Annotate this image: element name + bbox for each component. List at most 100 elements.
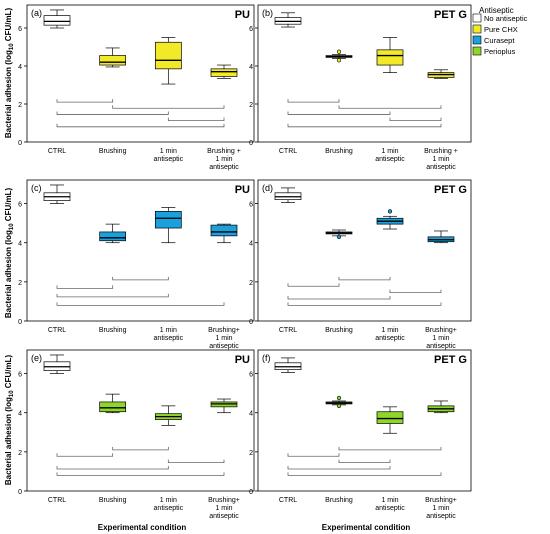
x-tick-label-line: CTRL bbox=[279, 497, 297, 504]
outlier-point bbox=[336, 58, 342, 63]
box-3 bbox=[376, 37, 404, 74]
significance-bracket bbox=[389, 289, 442, 294]
x-tick-label-line: antiseptic bbox=[154, 156, 184, 163]
x-tick-label: Brushing+ 1 min antiseptic bbox=[208, 497, 240, 520]
box-2 bbox=[325, 229, 353, 239]
box-1 bbox=[43, 184, 71, 204]
y-axis-label-subscript: 10 bbox=[9, 43, 15, 50]
y-axis-label-text: Bacterial adhesion (log bbox=[4, 50, 13, 138]
x-tick-label: Brushing+ 1 min antiseptic bbox=[208, 327, 240, 350]
x-tick-label: CTRL bbox=[48, 148, 66, 155]
x-tick-label-line: 1 min bbox=[160, 148, 177, 155]
x-tick-label-line: antiseptic bbox=[426, 343, 456, 350]
x-tick-label: 1 min antiseptic bbox=[375, 497, 405, 512]
x-tick-label: Brushing bbox=[325, 497, 353, 504]
legend-entry-label: Pure CHX bbox=[484, 25, 518, 34]
x-tick-label: CTRL bbox=[279, 327, 297, 334]
x-tick-label-line: antiseptic bbox=[209, 513, 239, 520]
significance-bracket bbox=[56, 111, 169, 115]
material-label: PU bbox=[235, 354, 250, 366]
legend-entry-label: No antiseptic bbox=[484, 14, 528, 23]
box-iqr bbox=[154, 41, 182, 70]
y-tick-label: 4 bbox=[249, 64, 253, 71]
x-tick-label-line: CTRL bbox=[48, 497, 66, 504]
significance-bracket bbox=[287, 302, 442, 306]
x-tick-label-line: Brushing + bbox=[424, 148, 458, 155]
box-iqr bbox=[376, 49, 404, 66]
y-axis-label-text: CFU/mL) bbox=[4, 8, 13, 44]
outlier-point bbox=[336, 395, 342, 401]
x-tick-label-line: Brushing+ bbox=[425, 497, 457, 504]
plot-frame bbox=[257, 179, 472, 322]
significance-bracket bbox=[287, 99, 340, 103]
x-tick-label: Brushing bbox=[99, 497, 127, 504]
y-axis-label-text: CFU/mL) bbox=[4, 355, 13, 391]
x-tick-label-line: 1 min bbox=[215, 505, 232, 512]
significance-bracket bbox=[56, 123, 225, 128]
x-tick-label-line: antiseptic bbox=[209, 164, 239, 171]
x-tick-label: Brushing bbox=[99, 327, 127, 334]
box-2 bbox=[325, 395, 353, 408]
x-tick-label-line: 1 min bbox=[160, 327, 177, 334]
panel-label: (a) bbox=[31, 8, 42, 18]
outlier-point bbox=[387, 209, 393, 214]
y-tick-label: 0 bbox=[249, 319, 253, 326]
significance-bracket bbox=[287, 465, 391, 470]
x-tick-label-line: CTRL bbox=[48, 148, 66, 155]
x-tick-label-line: 1 min bbox=[432, 335, 449, 342]
x-tick-label-line: 1 min bbox=[432, 505, 449, 512]
y-tick-label: 4 bbox=[18, 64, 22, 71]
significance-bracket bbox=[287, 111, 391, 115]
x-tick-label: Brushing +1 min antiseptic bbox=[424, 148, 458, 171]
x-tick-label: CTRL bbox=[279, 148, 297, 155]
x-tick-label-line: Brushing bbox=[99, 148, 127, 155]
legend-swatch bbox=[472, 46, 482, 56]
x-tick-label-line: Brushing bbox=[99, 497, 127, 504]
x-tick-label-line: Brushing bbox=[325, 148, 353, 155]
significance-bracket bbox=[56, 465, 169, 470]
plot-frame bbox=[257, 349, 472, 492]
x-tick-label-line: 1 min bbox=[381, 148, 398, 155]
outlier-point bbox=[336, 403, 342, 408]
significance-bracket bbox=[167, 117, 225, 122]
y-tick-label: 4 bbox=[18, 241, 22, 248]
panel-label: (f) bbox=[262, 353, 271, 363]
x-tick-label-line: antiseptic bbox=[426, 513, 456, 520]
significance-bracket bbox=[338, 276, 391, 281]
x-tick-label: 1 min antiseptic bbox=[154, 497, 184, 512]
box-3 bbox=[154, 37, 182, 85]
significance-bracket bbox=[56, 293, 169, 298]
box-4 bbox=[210, 64, 238, 79]
box-iqr bbox=[154, 211, 182, 229]
box-1 bbox=[274, 12, 302, 28]
y-tick-label: 6 bbox=[18, 202, 22, 209]
legend-swatch bbox=[472, 35, 482, 45]
plot-frame bbox=[257, 4, 472, 143]
x-tick-label-line: antiseptic bbox=[375, 335, 405, 342]
x-tick-label-line: CTRL bbox=[279, 148, 297, 155]
significance-bracket bbox=[56, 99, 114, 103]
y-tick-label: 0 bbox=[18, 140, 22, 147]
box-4 bbox=[427, 400, 455, 414]
box-iqr bbox=[210, 224, 238, 237]
y-tick-label: 2 bbox=[249, 102, 253, 109]
box-4 bbox=[427, 230, 455, 244]
legend-entry-label: Curasept bbox=[484, 36, 515, 45]
x-tick-label-line: Brushing+ bbox=[208, 497, 240, 504]
box-1 bbox=[274, 187, 302, 203]
x-tick-label-line: Brushing+ bbox=[208, 327, 240, 334]
x-axis-label: Experimental condition bbox=[98, 523, 187, 532]
x-tick-label-line: antiseptic bbox=[375, 505, 405, 512]
x-tick-label: CTRL bbox=[279, 497, 297, 504]
significance-bracket bbox=[287, 295, 391, 300]
box-3 bbox=[376, 209, 404, 230]
x-tick-label-line: antiseptic bbox=[426, 164, 456, 171]
y-tick-label: 2 bbox=[249, 280, 253, 287]
x-tick-label: CTRL bbox=[48, 327, 66, 334]
y-tick-label: 4 bbox=[18, 411, 22, 418]
y-tick-label: 2 bbox=[249, 450, 253, 457]
y-tick-label: 2 bbox=[18, 280, 22, 287]
